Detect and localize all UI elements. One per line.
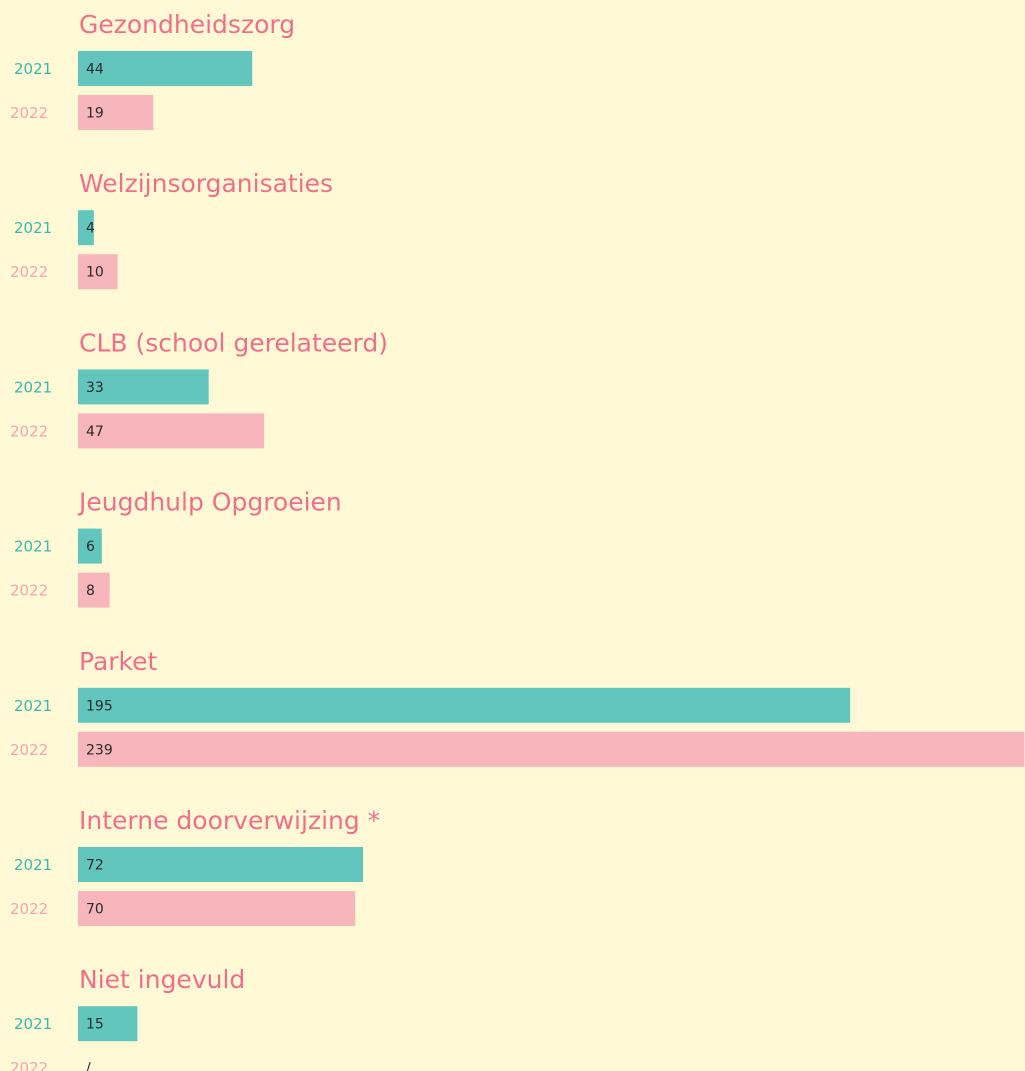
category-title: Welzijnsorganisaties — [79, 169, 333, 198]
series-label: 2021 — [14, 1015, 52, 1033]
bar — [78, 891, 356, 926]
value-label: 8 — [86, 583, 95, 599]
value-label: 195 — [86, 698, 113, 714]
bar — [78, 847, 364, 882]
series-label: 2021 — [14, 219, 52, 237]
value-label: 239 — [86, 742, 113, 758]
series-label: 2022 — [10, 422, 48, 440]
bar — [78, 51, 253, 86]
bar — [78, 731, 1025, 767]
value-label: 33 — [86, 380, 104, 396]
category-title: Gezondheidszorg — [79, 10, 295, 39]
bar — [78, 210, 94, 246]
bar — [78, 1006, 138, 1042]
bar — [78, 369, 209, 405]
series-label: 2021 — [14, 856, 52, 874]
category-title: Jeugdhulp Opgroeien — [77, 488, 342, 517]
category-title: Parket — [79, 647, 158, 676]
value-label: 6 — [86, 539, 95, 555]
series-label: 2021 — [14, 697, 52, 715]
series-label: 2021 — [14, 60, 52, 78]
series-label: 2022 — [10, 900, 48, 918]
bar — [78, 528, 102, 564]
value-label: 70 — [86, 902, 104, 918]
series-label: 2021 — [14, 378, 52, 396]
value-label: 47 — [86, 424, 104, 440]
series-label: 2022 — [10, 741, 48, 759]
bar — [78, 95, 154, 130]
series-label: 2022 — [10, 263, 48, 281]
category-title: Interne doorverwijzing * — [79, 806, 380, 835]
bar — [78, 413, 265, 449]
bar — [78, 687, 851, 723]
bar — [78, 254, 118, 290]
series-label: 2022 — [10, 104, 48, 122]
series-label: 2021 — [14, 538, 52, 556]
value-label: 44 — [86, 62, 104, 78]
value-label: 4 — [86, 221, 95, 237]
category-title: Niet ingevuld — [79, 965, 245, 994]
value-label: 19 — [86, 106, 104, 122]
value-label: 72 — [86, 858, 104, 874]
value-label: 15 — [86, 1017, 104, 1033]
value-label: / — [86, 1061, 91, 1071]
value-label: 10 — [86, 265, 104, 281]
series-label: 2022 — [10, 582, 48, 600]
category-title: CLB (school gerelateerd) — [79, 328, 388, 357]
bar — [78, 572, 110, 608]
series-label: 2022 — [10, 1059, 48, 1071]
